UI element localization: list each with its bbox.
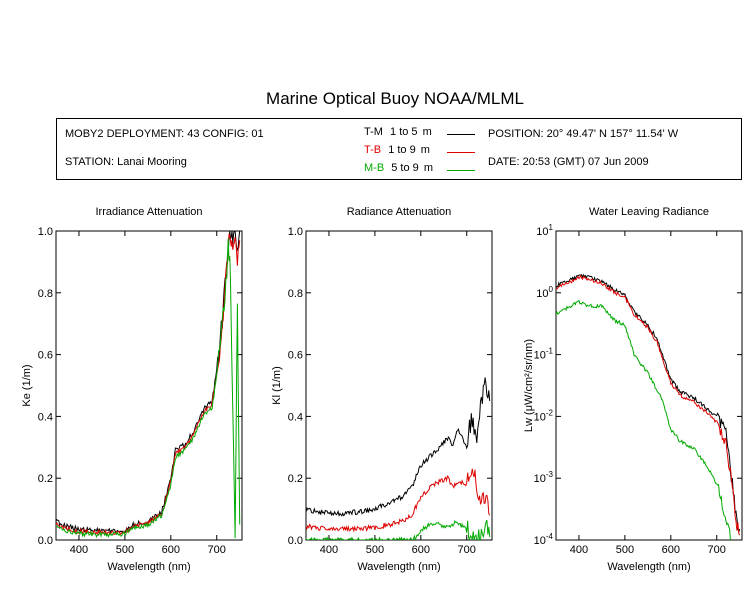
legend-code: T-B (364, 144, 382, 156)
y-tick-label: 0.8 (288, 288, 303, 300)
y-tick-label: 0.6 (38, 350, 53, 362)
x-tick-label: 400 (320, 544, 338, 556)
y-tick-label: 0.0 (288, 535, 303, 547)
x-axis-label: Wavelength (nm) (107, 561, 190, 573)
y-axis-label: Lw (μW/cm²/sr/nm) (523, 339, 535, 432)
y-tick-label: 101 (536, 223, 553, 238)
x-tick-label: 500 (116, 544, 134, 556)
series-line-m-b (306, 519, 491, 540)
legend-unit: m (420, 144, 430, 156)
x-tick-label: 600 (412, 544, 430, 556)
legend-swatch-tm (447, 134, 475, 135)
chart-title: Irradiance Attenuation (95, 206, 202, 218)
plot-frame (305, 230, 493, 541)
series-line-t-b (56, 233, 241, 536)
series-line-m-b (56, 238, 241, 539)
legend-entry-tb: T-B 1 to 9 m (364, 144, 430, 156)
station-text: STATION: Lanai Mooring (65, 156, 187, 168)
y-tick-label: 10-4 (534, 532, 554, 547)
x-tick-label: 700 (708, 544, 726, 556)
series-line-t-m (556, 273, 741, 534)
series-line-t-b (556, 274, 741, 536)
x-axis-label: Wavelength (nm) (357, 561, 440, 573)
legend-range: 1 to 9 (388, 144, 416, 156)
y-tick-label: 1.0 (288, 226, 303, 238)
plot-frame (55, 230, 243, 541)
x-tick-label: 400 (70, 544, 88, 556)
y-tick-label: 0.8 (38, 288, 53, 300)
y-tick-label: 10-3 (534, 470, 554, 485)
legend-unit: m (422, 126, 432, 138)
chart-title: Water Leaving Radiance (589, 206, 709, 218)
x-tick-label: 700 (208, 544, 226, 556)
x-tick-label: 500 (366, 544, 384, 556)
y-tick-label: 100 (536, 285, 553, 300)
x-tick-label: 400 (570, 544, 588, 556)
y-tick-label: 10-2 (534, 408, 554, 423)
deployment-text: MOBY2 DEPLOYMENT: 43 CONFIG: 01 (65, 128, 264, 140)
x-tick-label: 600 (662, 544, 680, 556)
y-tick-label: 0.0 (38, 535, 53, 547)
series-line-m-b (556, 299, 731, 540)
y-axis-label: Ke (1/m) (21, 364, 33, 406)
legend-entry-tm: T-M 1 to 5 m (364, 126, 432, 138)
date-text: DATE: 20:53 (GMT) 07 Jun 2009 (488, 156, 649, 168)
position-text: POSITION: 20° 49.47' N 157° 11.54' W (488, 128, 679, 140)
x-axis-label: Wavelength (nm) (607, 561, 690, 573)
chart-title: Radiance Attenuation (347, 206, 452, 218)
plot-frame (555, 230, 743, 541)
info-panel: MOBY2 DEPLOYMENT: 43 CONFIG: 01 STATION:… (56, 118, 742, 180)
legend-range: 5 to 9 (391, 162, 419, 174)
x-tick-label: 700 (458, 544, 476, 556)
x-tick-label: 600 (162, 544, 180, 556)
series-line-t-b (306, 468, 491, 533)
series-line-t-m (306, 377, 491, 517)
series-line-t-m (56, 231, 241, 535)
chart-main-title: Marine Optical Buoy NOAA/MLML (266, 89, 524, 108)
y-tick-label: 0.4 (288, 411, 303, 423)
legend-entry-mb: M-B 5 to 9 m (364, 162, 433, 174)
legend-code: M-B (364, 162, 385, 174)
y-tick-label: 0.4 (38, 411, 53, 423)
legend-code: T-M (364, 126, 383, 138)
legend-range: 1 to 5 (390, 126, 418, 138)
y-tick-label: 0.6 (288, 350, 303, 362)
legend-swatch-mb (447, 170, 475, 171)
y-tick-label: 1.0 (38, 226, 53, 238)
legend-unit: m (423, 162, 433, 174)
y-tick-label: 0.2 (288, 473, 303, 485)
legend-swatch-tb (447, 152, 475, 153)
y-tick-label: 10-1 (534, 347, 554, 362)
x-tick-label: 500 (616, 544, 634, 556)
y-tick-label: 0.2 (38, 473, 53, 485)
y-axis-label: Kl (1/m) (271, 366, 283, 405)
